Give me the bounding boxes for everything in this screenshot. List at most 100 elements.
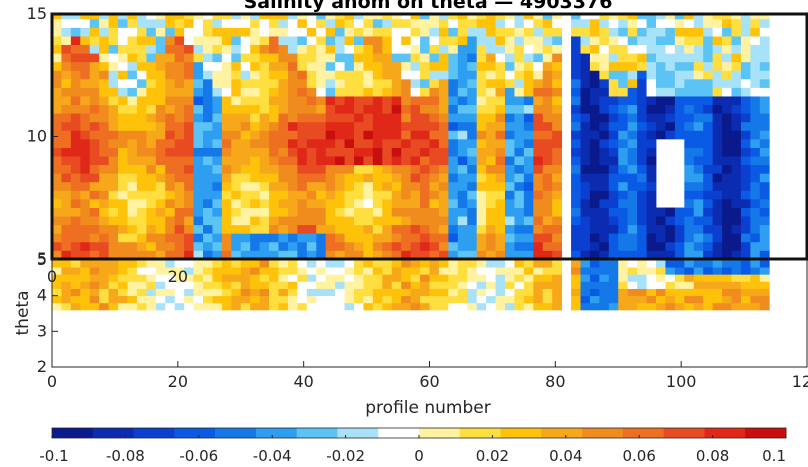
- field-cell: [335, 288, 345, 297]
- field-cell: [52, 138, 62, 148]
- field-cell: [278, 130, 289, 140]
- field-cell: [448, 96, 459, 106]
- field-cell: [495, 250, 506, 259]
- field-cell: [495, 198, 506, 208]
- field-cell: [740, 147, 751, 157]
- field-cell: [316, 61, 327, 71]
- field-cell: [438, 267, 449, 275]
- field-cell: [136, 207, 147, 217]
- field-cell: [231, 130, 242, 140]
- field-cell: [212, 216, 223, 226]
- field-cell: [391, 190, 402, 200]
- field-cell: [108, 274, 119, 282]
- field-cell: [259, 288, 270, 297]
- field-cell: [344, 241, 355, 251]
- field-cell: [259, 233, 270, 243]
- field-cell: [693, 156, 704, 166]
- field-cell: [722, 96, 732, 106]
- field-cell: [325, 288, 336, 297]
- field-cell: [420, 224, 430, 234]
- field-cell: [646, 121, 657, 131]
- field-cell: [344, 274, 355, 282]
- field-cell: [467, 104, 478, 114]
- field-cell: [52, 233, 62, 243]
- field-cell: [52, 156, 62, 166]
- field-cell: [118, 224, 128, 234]
- field-cell: [542, 250, 553, 259]
- field-cell: [363, 281, 374, 289]
- field-cell: [52, 281, 62, 289]
- field-cell: [354, 198, 364, 208]
- field-cell: [335, 295, 345, 304]
- field-cell: [203, 18, 213, 28]
- field-cell: [448, 18, 459, 28]
- field-cell: [410, 121, 421, 131]
- field-cell: [467, 130, 478, 140]
- field-cell: [306, 173, 317, 183]
- field-cell: [759, 156, 770, 166]
- field-cell: [457, 61, 468, 71]
- field-cell: [693, 70, 704, 80]
- field-cell: [212, 224, 223, 234]
- field-cell: [240, 267, 251, 275]
- field-cell: [231, 224, 242, 234]
- field-cell: [52, 18, 62, 28]
- field-cell: [552, 130, 563, 140]
- field-cell: [306, 241, 317, 251]
- field-cell: [467, 27, 478, 37]
- field-cell: [193, 44, 204, 54]
- field-cell: [382, 267, 393, 275]
- field-cell: [89, 36, 100, 46]
- field-cell: [316, 288, 327, 297]
- field-cell: [495, 104, 506, 114]
- field-cell: [420, 78, 430, 88]
- field-cell: [165, 27, 176, 37]
- field-cell: [401, 130, 412, 140]
- field-cell: [552, 87, 563, 97]
- field-cell: [127, 295, 138, 304]
- field-cell: [184, 104, 194, 114]
- field-cell: [118, 274, 128, 282]
- colorbar-segment: [745, 428, 787, 438]
- field-cell: [523, 96, 534, 106]
- field-cell: [70, 198, 81, 208]
- field-cell: [703, 250, 714, 259]
- field-cell: [316, 302, 327, 311]
- field-cell: [155, 27, 166, 37]
- field-cell: [637, 138, 647, 148]
- field-cell: [174, 164, 185, 174]
- field-cell: [618, 224, 629, 234]
- field-cell: [52, 44, 62, 54]
- field-cell: [457, 288, 468, 297]
- field-cell: [155, 207, 166, 217]
- field-cell: [136, 190, 147, 200]
- field-cell: [608, 87, 619, 97]
- field-cell: [703, 233, 714, 243]
- field-cell: [278, 96, 289, 106]
- field-cell: [297, 78, 308, 88]
- field-cell: [712, 250, 723, 259]
- field-cell: [193, 295, 204, 304]
- field-cell: [203, 113, 213, 123]
- field-cell: [372, 61, 383, 71]
- field-cell: [184, 198, 194, 208]
- field-cell: [420, 190, 430, 200]
- field-cell: [344, 173, 355, 183]
- field-cell: [136, 138, 147, 148]
- field-cell: [505, 121, 515, 131]
- field-cell: [486, 138, 496, 148]
- field-cell: [722, 260, 732, 268]
- field-cell: [684, 241, 695, 251]
- field-cell: [467, 216, 478, 226]
- field-cell: [193, 224, 204, 234]
- field-cell: [99, 18, 110, 28]
- field-cell: [599, 274, 610, 282]
- colorbar-segment: [500, 428, 542, 438]
- field-cell: [240, 164, 251, 174]
- field-cell: [608, 241, 619, 251]
- field-cell: [542, 113, 553, 123]
- field-cell: [476, 241, 487, 251]
- field-cell: [637, 156, 647, 166]
- field-cell: [627, 295, 638, 304]
- field-cell: [580, 104, 591, 114]
